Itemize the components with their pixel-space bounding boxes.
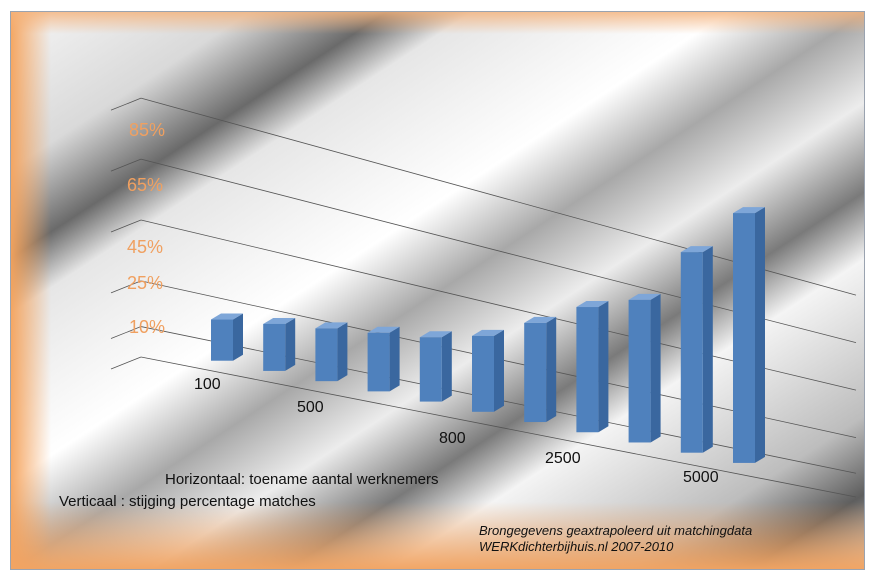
y-tick-label: 25%: [127, 273, 164, 293]
bar: [680, 246, 713, 453]
bar: [733, 207, 765, 463]
source-note: Brongegevens geaxtrapoleerd uit matching…: [479, 523, 752, 555]
horizontal-caption: Horizontaal: toename aantal werknemers: [165, 471, 439, 488]
left-glow: [11, 12, 51, 569]
bar: [628, 293, 661, 443]
x-tick-label: 2500: [545, 450, 581, 467]
x-tick-label: 500: [297, 399, 324, 416]
x-tick-label: 800: [439, 430, 466, 447]
bar: [472, 329, 504, 412]
bar: [524, 316, 557, 423]
bar: [419, 331, 452, 402]
bars: [211, 207, 765, 463]
source-line-2: WERKdichterbijhuis.nl 2007-2010: [479, 539, 674, 554]
y-tick-label: 10%: [129, 317, 166, 337]
bar: [263, 317, 296, 371]
bottom-glow: [11, 502, 864, 569]
y-tick-label: 65%: [127, 175, 164, 195]
y-tick-label: 45%: [127, 237, 164, 257]
vertical-caption: Verticaal : stijging percentage matches: [59, 493, 316, 510]
grid-line: [110, 356, 857, 498]
bar: [315, 322, 348, 382]
bar: [211, 313, 243, 361]
x-tick-label: 5000: [683, 469, 719, 486]
y-tick-label: 85%: [129, 120, 166, 140]
bar: [576, 301, 609, 433]
source-line-1: Brongegevens geaxtrapoleerd uit matching…: [479, 523, 753, 538]
bar: [367, 326, 400, 392]
chart-canvas: [11, 12, 864, 569]
chart-area[interactable]: 10% 25% 45% 65% 85% 100 500 800 2500 5000 Horizo…: [10, 11, 865, 570]
x-tick-label: 100: [194, 376, 221, 393]
top-glow: [11, 12, 864, 34]
